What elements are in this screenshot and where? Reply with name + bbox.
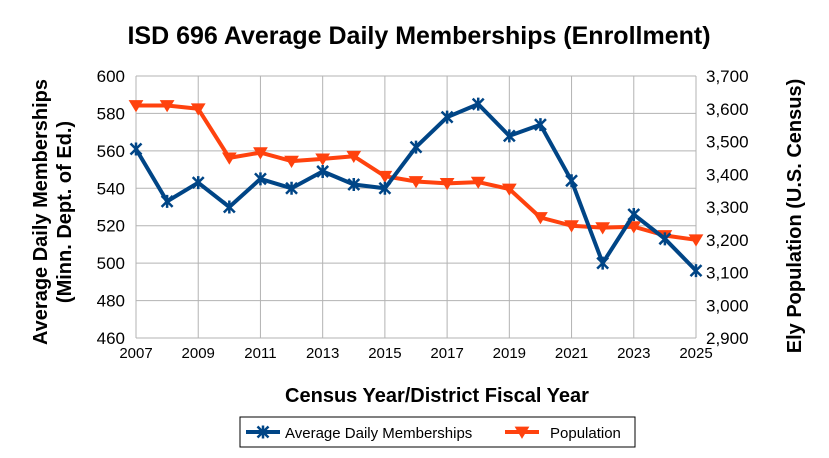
y-tick-label: 560 [97,142,125,161]
y2-tick-label: 3,100 [706,264,749,283]
series [128,97,704,278]
data-point [191,176,205,190]
data-point [471,97,485,111]
y2-tick-label: 3,200 [706,231,749,250]
data-point [440,110,454,124]
data-point [222,200,236,214]
legend-item: Average Daily Memberships [246,425,472,442]
data-point [595,222,611,235]
data-point [285,181,298,195]
data-point [688,234,704,247]
data-point [160,194,174,208]
data-point [346,150,362,164]
data-point [502,129,516,143]
x-tick-label: 2009 [182,345,215,362]
y2-axis-title-text: Ely Population (U.S. Census) [784,79,806,353]
data-point [377,170,393,184]
x-axis-title: Census Year/District Fiscal Year [285,385,589,407]
data-point [658,232,672,246]
data-point [315,153,331,166]
legend-label: Population [550,425,621,442]
x-tick-label: 2015 [368,345,401,362]
data-point [254,172,267,186]
data-point [409,140,423,154]
y2-tick-label: 3,600 [706,100,749,119]
data-point [564,220,579,233]
legend-item: Population [505,425,621,442]
legend-box [239,416,636,448]
data-point [221,152,237,165]
y-tick-label: 600 [97,67,125,86]
data-point [408,176,424,189]
data-point [565,174,578,188]
y2-tick-label: 2,900 [706,329,749,348]
y-axis-title-line2: (Minn. Dept. of Ed.) [54,121,76,303]
y-tick-label: 460 [97,329,125,348]
grid [135,75,697,339]
data-point [159,100,175,113]
legend-label: Average Daily Memberships [285,425,472,442]
y-axis-title: Average Daily Memberships (Minn. Dept. o… [30,79,76,345]
x-tick-label: 2019 [493,345,526,362]
y2-tick-label: 3,000 [706,296,749,315]
chart-title: ISD 696 Average Daily Memberships (Enrol… [127,22,710,50]
data-point [284,155,299,168]
x-tick-label: 2025 [679,345,712,362]
data-point [689,264,703,278]
x-tick-label: 2017 [430,345,463,362]
y2-axis-title: Ely Population (U.S. Census) [784,79,806,353]
data-point [439,178,455,191]
y-tick-label: 520 [97,217,125,236]
data-point [596,256,610,270]
y2-axis-ticks: 2,900 3,000 3,100 3,200 3,300 3,400 3,500 3,600… [706,67,749,348]
y-tick-label: 500 [97,254,125,273]
y-tick-label: 480 [97,292,125,311]
y2-tick-label: 3,300 [706,198,749,217]
data-point [514,426,530,439]
data-point [316,164,330,178]
x-tick-label: 2007 [119,345,152,362]
y2-tick-label: 3,500 [706,133,749,152]
series-1 [128,100,704,247]
y-tick-label: 540 [97,179,125,198]
data-point [256,425,270,439]
data-point [190,103,206,116]
data-point [534,118,547,132]
y-tick-label: 580 [97,104,125,123]
y2-tick-label: 3,400 [706,165,749,184]
data-point [627,207,641,221]
data-point [501,183,517,196]
x-axis-ticks: 2007 2009 2011 2013 2015 2017 2019 2021 2023 2025 [119,345,712,362]
series-0 [129,97,703,278]
data-point [470,176,486,189]
data-point [533,212,548,225]
y-axis-ticks: 460 480 500 520 540 560 580 600 [97,67,125,348]
data-point [347,178,361,192]
y-axis-title-line1: Average Daily Memberships [30,79,52,345]
data-point [253,147,268,160]
x-tick-label: 2013 [306,345,339,362]
x-tick-label: 2021 [555,345,588,362]
x-tick-label: 2023 [617,345,650,362]
series-line [136,103,697,242]
y2-tick-label: 3,700 [706,67,749,86]
data-point [626,221,642,234]
data-point [378,181,392,195]
legend: Average Daily Memberships Population [239,416,636,448]
x-tick-label: 2011 [244,345,276,362]
data-point [129,142,143,156]
data-point [128,100,144,113]
